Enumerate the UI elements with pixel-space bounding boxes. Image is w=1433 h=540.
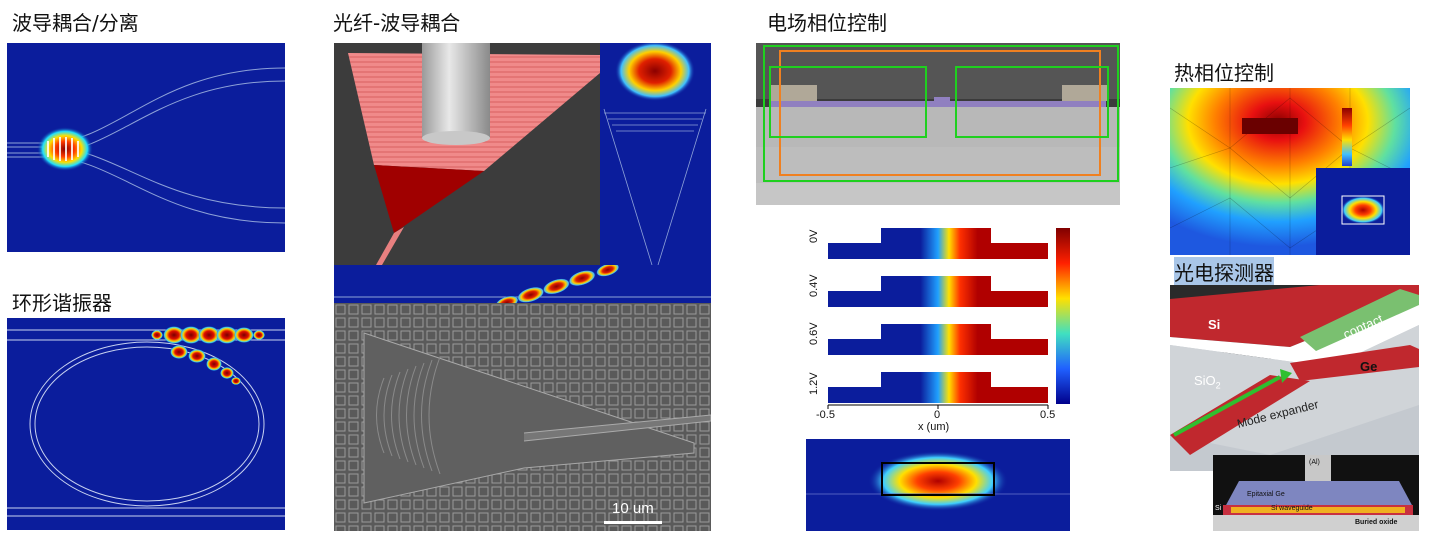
x-axis-label: x (um) [918, 421, 950, 433]
scale-bar-label: 10 um [612, 500, 654, 517]
detector-cross-section: (Al) Epitaxial Ge Si Si waveguide Buried… [1213, 455, 1419, 531]
efield-voltage-maps: 0V 0.4V 0.6V 1.2V -0.5 0 0.5 x (um) [806, 225, 1076, 437]
fiber-waveguide-field [334, 265, 711, 303]
fiber-3d-view [334, 43, 600, 265]
voltage-label-1: 0.4V [808, 274, 820, 297]
efield-title: 电场相位控制 [767, 11, 887, 35]
fiber-title: 光纤-波导耦合 [333, 11, 461, 35]
efield-cross-section [756, 43, 1120, 205]
detector-3d-view: Si contact Ge SiO2 Mode expander [1170, 285, 1419, 471]
efield-mode-profile [806, 439, 1070, 531]
si-small-label: Si [1215, 505, 1222, 512]
ring-title: 环形谐振器 [12, 291, 112, 315]
voltage-label-2: 0.6V [808, 322, 820, 345]
x-tick-left: -0.5 [816, 409, 835, 421]
ge-label: Ge [1360, 359, 1378, 374]
al-label: (Al) [1309, 459, 1320, 466]
voltage-label-0: 0V [808, 229, 820, 243]
x-tick-mid: 0 [934, 409, 941, 421]
coupler-title: 波导耦合/分离 [12, 11, 139, 35]
thermal-title: 热相位控制 [1174, 61, 1274, 85]
thermal-field-map [1170, 88, 1410, 255]
fiber-mode-profile [600, 43, 711, 265]
x-tick-right: 0.5 [1040, 409, 1056, 421]
si-label: Si [1208, 317, 1221, 332]
fiber-sem-image: 10 um [334, 303, 711, 531]
detector-title: 光电探测器 [1174, 257, 1274, 286]
ring-field-map [7, 318, 285, 530]
buried-oxide-label: Buried oxide [1355, 519, 1398, 526]
sio2-label: SiO2 [1194, 373, 1221, 391]
epi-ge-label: Epitaxial Ge [1247, 491, 1285, 498]
si-waveguide-label: Si waveguide [1271, 505, 1313, 512]
coupler-field-map [7, 43, 285, 252]
voltage-label-3: 1.2V [808, 372, 820, 395]
